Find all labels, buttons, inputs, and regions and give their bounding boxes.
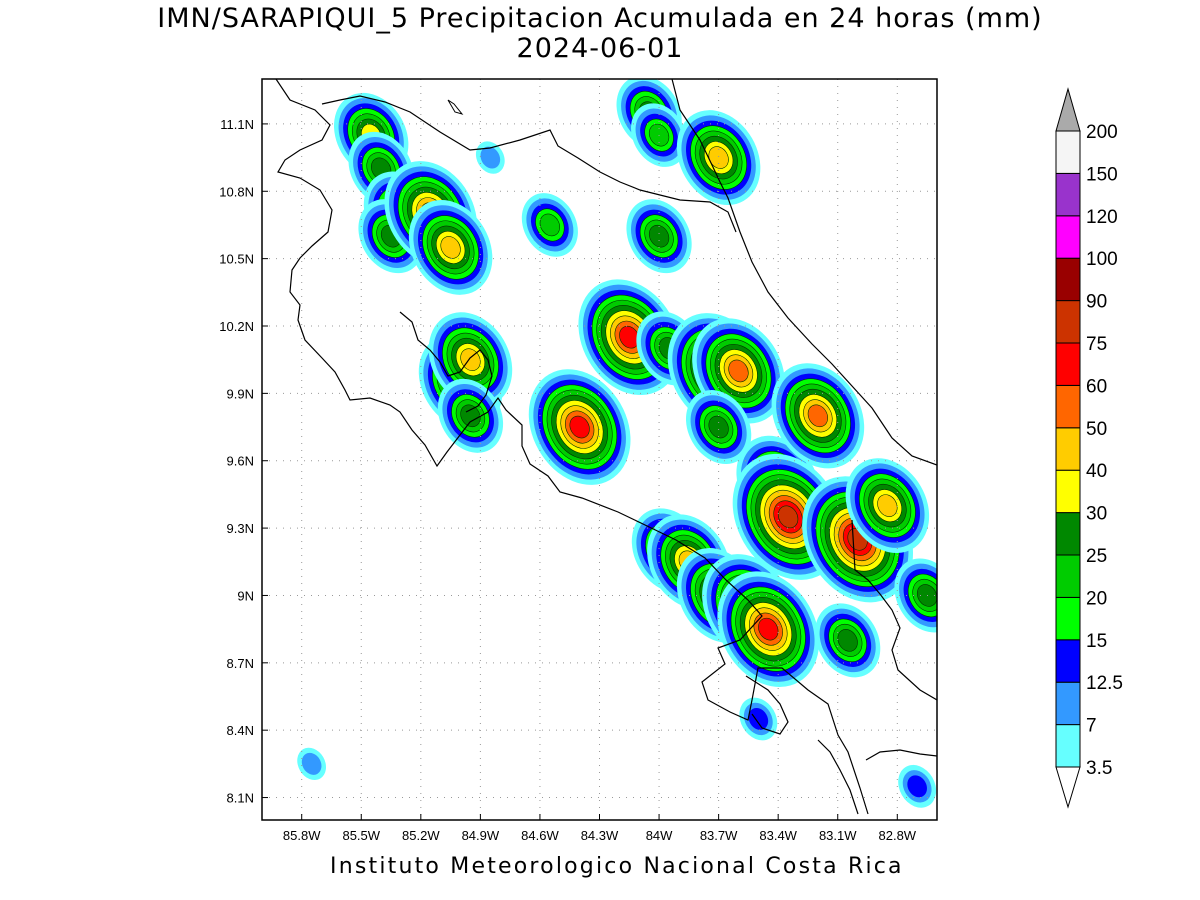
lat-tick-label: 8.4N bbox=[227, 723, 254, 738]
precip-cell bbox=[528, 369, 631, 485]
legend-label: 120 bbox=[1086, 207, 1118, 228]
nicaragua-border bbox=[321, 95, 737, 233]
legend-swatch bbox=[1055, 257, 1081, 302]
legend-label: 25 bbox=[1086, 546, 1107, 567]
precip-cell bbox=[348, 131, 414, 206]
coastline bbox=[275, 79, 869, 815]
lat-tick-label: 11.1N bbox=[220, 117, 254, 132]
legend-swatch bbox=[1055, 724, 1081, 768]
precip-cell bbox=[521, 193, 578, 257]
legend-label: 40 bbox=[1086, 461, 1107, 482]
legend-swatch bbox=[1055, 215, 1081, 259]
precip-cell bbox=[626, 199, 692, 274]
lat-tick-label: 9.9N bbox=[227, 386, 254, 401]
legend-label: 15 bbox=[1086, 631, 1107, 652]
axis-ticks: 11.1N 10.8N 10.5N 10.2N 9.9N 9.6N 9.3N 9N 8.7N 8.… bbox=[219, 117, 917, 843]
coordinate-grid bbox=[262, 79, 937, 820]
burica-coast bbox=[817, 739, 937, 815]
legend-swatch bbox=[1055, 427, 1081, 471]
lat-tick-label: 9N bbox=[237, 588, 254, 603]
precip-cell bbox=[898, 764, 937, 808]
precip-cell bbox=[739, 697, 778, 741]
lat-tick-label: 10.8N bbox=[219, 184, 254, 199]
precip-cell bbox=[428, 312, 513, 408]
map-title: IMN/SARAPIQUI_5 Precipitacion Acumulada … bbox=[157, 3, 1043, 34]
legend-label: 7 bbox=[1086, 716, 1097, 737]
legend-swatch bbox=[1055, 639, 1081, 683]
precip-cell bbox=[676, 110, 761, 205]
island bbox=[447, 99, 464, 115]
lat-tick-label: 9.3N bbox=[227, 521, 254, 536]
legend-label: 200 bbox=[1086, 122, 1118, 143]
lon-tick-label: 84.9W bbox=[462, 828, 500, 843]
legend-label: 90 bbox=[1086, 292, 1107, 313]
precip-cell bbox=[297, 747, 327, 781]
lat-tick-label: 10.5N bbox=[219, 252, 254, 267]
legend-label: 3.5 bbox=[1086, 758, 1112, 779]
lat-tick-label: 8.1N bbox=[227, 791, 254, 806]
legend-swatch bbox=[1055, 130, 1081, 174]
institution-footer: Instituto Meteorologico Nacional Costa R… bbox=[330, 854, 904, 879]
lon-tick-label: 85.5W bbox=[342, 828, 380, 843]
gulf-nicoya-coast bbox=[399, 311, 493, 413]
lon-tick-label: 83.7W bbox=[700, 828, 738, 843]
precip-cell bbox=[815, 603, 881, 678]
legend-swatch bbox=[1055, 342, 1081, 386]
legend-swatch bbox=[1055, 172, 1081, 217]
legend-label: 75 bbox=[1086, 334, 1107, 355]
legend-swatch bbox=[1055, 681, 1081, 726]
lon-tick-label: 83.4W bbox=[759, 828, 797, 843]
lat-tick-label: 10.2N bbox=[219, 319, 254, 334]
legend-swatch bbox=[1055, 300, 1081, 344]
precip-cell bbox=[437, 378, 504, 453]
precip-cell bbox=[845, 458, 930, 554]
legend-label: 20 bbox=[1086, 588, 1107, 609]
legend-under-triangle bbox=[1055, 766, 1081, 809]
precip-cell bbox=[475, 141, 505, 174]
osa-peninsula bbox=[745, 675, 789, 735]
precipitation-field bbox=[297, 79, 937, 808]
precip-cell bbox=[685, 390, 752, 465]
lon-tick-label: 82.8W bbox=[879, 828, 917, 843]
legend-swatch bbox=[1055, 596, 1081, 641]
legend-swatch bbox=[1055, 512, 1081, 556]
legend-swatch bbox=[1055, 469, 1081, 514]
coastline-borders bbox=[275, 79, 937, 815]
legend-label: 60 bbox=[1086, 376, 1107, 397]
precip-cell bbox=[408, 200, 493, 295]
color-legend: 3.5 7 12.5 15 20 25 30 40 50 60 75 90 100 120 150 200 bbox=[1055, 87, 1123, 809]
legend-label: 12.5 bbox=[1086, 673, 1123, 694]
legend-label: 100 bbox=[1086, 249, 1118, 270]
legend-label: 150 bbox=[1086, 164, 1118, 185]
legend-over-triangle bbox=[1055, 87, 1081, 132]
lat-tick-label: 8.7N bbox=[227, 656, 254, 671]
lon-tick-label: 85.8W bbox=[283, 828, 321, 843]
lon-tick-label: 83.1W bbox=[819, 828, 857, 843]
lon-tick-label: 84.6W bbox=[521, 828, 559, 843]
precip-cell bbox=[771, 363, 865, 469]
precip-cell bbox=[692, 318, 785, 424]
lon-tick-label: 84W bbox=[646, 828, 673, 843]
caribbean-coast bbox=[671, 79, 937, 466]
legend-swatch bbox=[1055, 384, 1081, 429]
legend-swatch bbox=[1055, 554, 1081, 598]
legend-label: 30 bbox=[1086, 504, 1107, 525]
panama-border bbox=[851, 519, 937, 701]
map-date: 2024-06-01 bbox=[516, 33, 684, 64]
lon-tick-label: 85.2W bbox=[402, 828, 440, 843]
lon-tick-label: 84.3W bbox=[581, 828, 619, 843]
lat-tick-label: 9.6N bbox=[227, 454, 254, 469]
legend-label: 50 bbox=[1086, 419, 1107, 440]
